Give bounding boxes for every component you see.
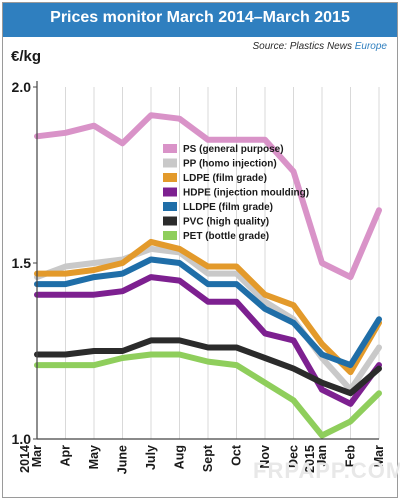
x-tick-label: Apr [59,445,73,467]
x-tick-label: Dec [287,445,301,468]
x-year-label: 2015 [303,445,317,473]
series-line [34,337,382,397]
chart-title: Prices monitor March 2014–March 2015 [50,9,350,26]
y-tick-label: 1.5 [12,255,32,271]
legend-swatch [163,187,177,197]
legend-label: PVC (high quality) [183,217,269,228]
series-line [34,238,382,376]
x-year-label: 2014 [18,445,32,473]
source-note: Source: Plastics News Europe [252,41,387,52]
x-tick-label: Mar [372,445,386,467]
legend-label: PS (general purpose) [183,144,284,155]
legend-swatch [163,216,177,226]
legend-label: LDPE (film grade) [183,173,267,184]
x-tick-label: Nov [258,445,272,469]
legend-label: HDPE (injection moulding) [183,188,309,199]
y-axis-label: €/kg [11,48,41,65]
x-tick-label: Oct [230,444,244,466]
series-line [34,112,382,281]
x-tick-label: July [144,445,158,470]
y-tick-label: 2.0 [12,79,32,95]
watermark-text: FRPAPP.COM [253,458,400,483]
series-line [34,274,382,407]
x-tick-label: Feb [344,445,358,468]
series-lines [34,112,382,439]
x-tick-label: Sept [201,444,215,472]
source-prefix: Source: Plastics News [252,41,355,52]
x-tick-label: May [87,445,101,469]
legend-label: LLDPE (film grade) [183,202,273,213]
series-line [34,351,382,439]
x-tick-label: Aug [173,445,187,469]
title-bar: Prices monitor March 2014–March 2015 [3,3,397,37]
legend-swatch [163,231,177,240]
legend: PS (general purpose) PP (homo injection) L… [163,144,309,242]
legend-swatch [163,144,177,153]
legend-swatch [163,202,177,211]
legend-label: PP (homo injection) [183,159,277,170]
legend-swatch [163,158,177,168]
legend-swatch [163,173,177,182]
x-tick-label: Jan [315,445,329,467]
series-line [34,256,382,369]
source-highlight: Europe [354,41,387,52]
y-tick-label: 1.0 [12,431,32,447]
series-line [34,245,382,393]
x-tick-label: Mar [30,445,44,467]
x-tick-label: June [116,445,130,474]
legend-label: PET (bottle grade) [183,231,269,242]
